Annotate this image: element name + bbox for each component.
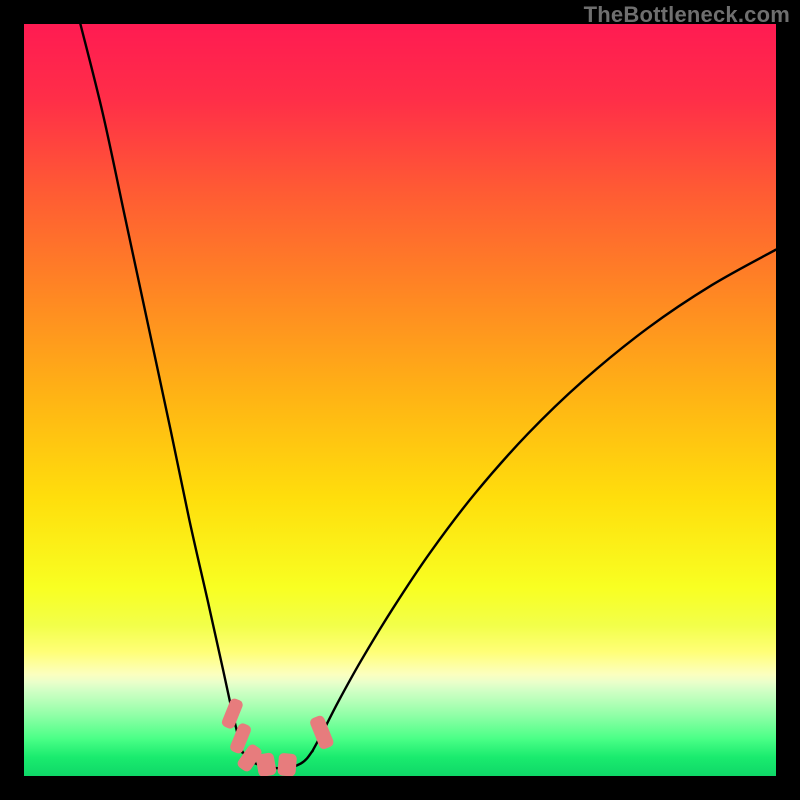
gradient-background bbox=[24, 24, 776, 776]
chart-root: TheBottleneck.com bbox=[0, 0, 800, 800]
valley-marker bbox=[277, 753, 297, 777]
watermark-text: TheBottleneck.com bbox=[584, 2, 790, 28]
plot-svg bbox=[0, 0, 800, 800]
